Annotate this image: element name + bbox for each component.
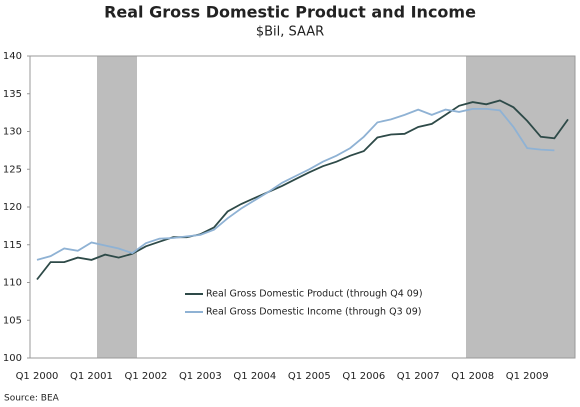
series-line xyxy=(36,108,555,261)
y-tick-label: 120 xyxy=(3,202,22,213)
source-note: Source: BEA xyxy=(4,394,60,404)
y-tick-label: 130 xyxy=(3,127,22,138)
recession-shade xyxy=(466,56,575,358)
legend-label: Real Gross Domestic Product (through Q4 … xyxy=(206,289,423,300)
x-tick-label: Q1 2004 xyxy=(233,371,276,382)
y-tick-label: 135 xyxy=(3,89,22,100)
x-tick-label: Q1 2009 xyxy=(506,371,549,382)
y-tick-label: 125 xyxy=(3,164,22,175)
x-tick-label: Q1 2002 xyxy=(124,371,167,382)
recession-shade xyxy=(97,56,137,358)
x-tick-label: Q1 2001 xyxy=(70,371,113,382)
chart-title: Real Gross Domestic Product and Income xyxy=(104,3,476,22)
chart-subtitle: $Bil, SAAR xyxy=(256,25,324,40)
series-line xyxy=(36,99,569,281)
y-tick-label: 115 xyxy=(3,240,22,251)
x-tick-label: Q1 2008 xyxy=(451,371,494,382)
y-tick-label: 140 xyxy=(3,51,22,62)
legend-label: Real Gross Domestic Income (through Q3 0… xyxy=(206,307,421,318)
y-tick-label: 105 xyxy=(3,315,22,326)
x-tick-label: Q1 2006 xyxy=(342,371,385,382)
x-tick-label: Q1 2007 xyxy=(397,371,440,382)
x-tick-label: Q1 2005 xyxy=(288,371,331,382)
x-tick-label: Q1 2003 xyxy=(179,371,222,382)
y-tick-label: 110 xyxy=(3,278,22,289)
y-tick-label: 100 xyxy=(3,353,22,364)
x-tick-label: Q1 2000 xyxy=(16,371,59,382)
